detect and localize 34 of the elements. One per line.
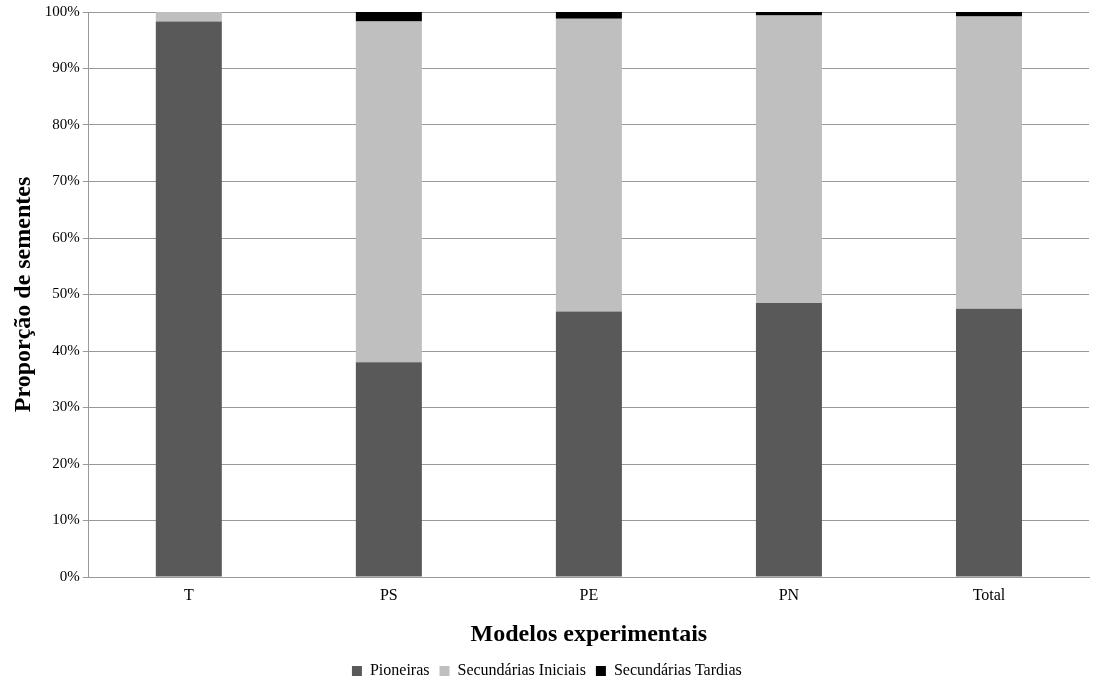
x-tick-label: PS — [379, 585, 398, 603]
y-tick-label: 90% — [52, 59, 80, 76]
bar — [955, 16, 1022, 309]
legend-label: Secundárias Tardias — [613, 661, 742, 679]
x-tick-label: T — [183, 585, 194, 603]
bar — [555, 12, 622, 19]
x-tick-label: PN — [778, 585, 800, 603]
bar — [755, 302, 822, 577]
y-tick-label: 50% — [52, 285, 80, 302]
bar — [955, 308, 1022, 577]
y-tick-label: 60% — [52, 228, 80, 245]
y-tick-label: 80% — [52, 115, 80, 132]
y-tick-label: 0% — [59, 567, 80, 584]
x-axis-title: Modelos experimentais — [470, 619, 708, 646]
bar — [355, 21, 422, 363]
legend-label: Secundárias Iniciais — [457, 661, 586, 679]
legend-label: Pioneiras — [369, 661, 430, 679]
bar — [355, 362, 422, 577]
x-tick-label: Total — [972, 585, 1006, 603]
y-tick-label: 10% — [52, 511, 80, 528]
y-tick-label: 20% — [52, 454, 80, 471]
y-tick-label: 30% — [52, 398, 80, 415]
bar — [355, 12, 422, 22]
y-tick-label: 40% — [52, 341, 80, 358]
bar — [155, 21, 222, 577]
bar — [555, 311, 622, 577]
x-tick-label: PE — [579, 585, 599, 603]
y-axis-title: Proporção de sementes — [8, 176, 35, 413]
bar — [755, 15, 822, 303]
y-tick-label: 70% — [52, 172, 80, 189]
bar — [555, 18, 622, 312]
y-tick-label: 100% — [44, 2, 80, 19]
bar — [955, 12, 1022, 17]
bar — [155, 12, 222, 22]
